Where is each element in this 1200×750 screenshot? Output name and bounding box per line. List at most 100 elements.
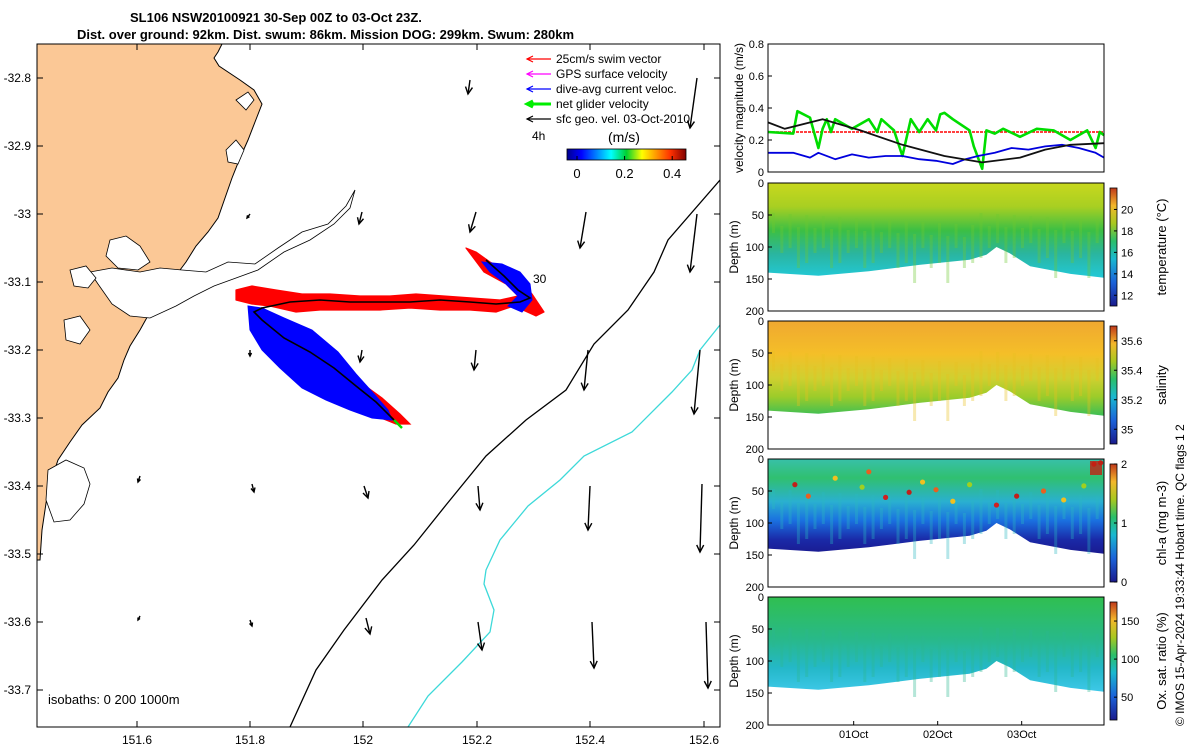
section-colorbar-tick-label: 20 <box>1121 204 1133 216</box>
section-texture <box>1095 358 1099 381</box>
geo-arrow-shaft <box>477 485 481 511</box>
section-texture <box>871 219 875 263</box>
geo-arrow-head <box>246 215 250 220</box>
section-ytick-label: 100 <box>746 656 764 668</box>
section-texture <box>846 230 850 253</box>
section-texture <box>921 360 925 386</box>
section-texture <box>821 354 825 386</box>
section-texture <box>888 220 892 248</box>
geo-arrow-shaft <box>689 77 698 129</box>
section-texture <box>904 497 908 539</box>
geo-velocity-arrow <box>580 349 589 392</box>
estuary-lake <box>225 139 245 165</box>
section-texture <box>846 644 850 667</box>
geo-arrow-head <box>696 544 705 554</box>
geo-velocity-arrow <box>475 485 484 512</box>
section-texture <box>1012 353 1016 396</box>
map-colorbar-tick-label: 0.4 <box>663 166 681 181</box>
section-texture <box>788 214 792 248</box>
track-blue-north-leg <box>480 261 533 313</box>
section-colorbar-tick-label: 2 <box>1121 459 1127 471</box>
section-texture <box>904 635 908 677</box>
section-texture <box>913 372 917 421</box>
section-texture <box>780 226 784 253</box>
section-texture <box>1062 494 1066 519</box>
section-texture <box>1079 633 1083 672</box>
map-lon-tick-label: 152.2 <box>462 733 492 747</box>
map-lon-tick-label: 152 <box>353 733 373 747</box>
section-colorbar-tick-label: 35.2 <box>1121 395 1142 407</box>
chl-sample-dot <box>805 493 811 499</box>
section-colorbar-label: temperature (°C) <box>1154 199 1169 296</box>
section-texture <box>1087 508 1091 554</box>
section-texture <box>904 359 908 401</box>
section-colorbar-tick-label: 150 <box>1121 616 1139 628</box>
map-colorbar-ticks: 0 0.2 0.4 <box>573 156 681 181</box>
section-texture <box>1029 354 1033 381</box>
geo-velocity-arrows <box>136 77 712 690</box>
track-label: 30 <box>533 272 547 286</box>
section-ytick-label: 150 <box>746 412 764 424</box>
section-texture <box>813 642 817 667</box>
section-texture <box>871 495 875 539</box>
section-data-field <box>768 597 1104 692</box>
section-ytick-label: 100 <box>746 242 764 254</box>
geo-arrow-head <box>690 406 699 416</box>
section-texture <box>805 215 809 263</box>
section-texture <box>996 628 1000 657</box>
section-panel: 0 50 100 150 200 Depth (m) 35 35.2 35.4 35.6 salin… <box>727 316 1169 456</box>
velocity-series-line <box>767 118 1105 164</box>
chl-sample-dot <box>1061 497 1067 503</box>
section-texture <box>879 232 883 253</box>
section-ytick-label: 50 <box>752 624 764 636</box>
section-texture <box>913 234 917 283</box>
section-colorbar-tick-label: 35.4 <box>1121 365 1142 377</box>
section-texture <box>805 491 809 539</box>
section-texture <box>863 231 867 268</box>
section-texture <box>938 637 941 677</box>
map-lon-tick-label: 151.6 <box>122 733 152 747</box>
section-texture <box>946 650 950 697</box>
section-ylabel: Depth (m) <box>727 220 741 273</box>
chl-sample-dot <box>792 482 798 488</box>
section-texture <box>1037 505 1041 539</box>
legend-swatch-head <box>525 115 534 123</box>
section-texture <box>1029 492 1033 519</box>
section-texture <box>962 237 966 268</box>
section-texture <box>979 627 983 672</box>
section-colorbar <box>1109 601 1118 721</box>
geo-arrow-head <box>703 680 712 690</box>
section-texture <box>830 505 834 544</box>
geo-arrow-shaft <box>583 349 589 391</box>
geo-velocity-arrow <box>690 349 701 416</box>
section-texture <box>780 640 784 667</box>
geo-arrow-head <box>137 617 141 622</box>
geo-velocity-arrow <box>577 211 587 250</box>
section-colorbar <box>1109 325 1118 445</box>
geo-arrow-shaft <box>591 621 595 669</box>
section-texture <box>788 628 792 662</box>
estuary-lake <box>89 189 356 319</box>
section-colorbar-tick-label: 50 <box>1121 692 1133 704</box>
section-colorbar-tick-label: 12 <box>1121 290 1133 302</box>
geo-velocity-arrow <box>136 475 141 484</box>
section-texture <box>896 233 900 268</box>
isobath-200m <box>289 179 720 727</box>
section-texture <box>1004 227 1008 263</box>
section-texture <box>1021 366 1024 386</box>
track-red-swim-vectors <box>235 247 545 317</box>
section-ytick-label: 200 <box>746 720 764 732</box>
geo-arrow-head <box>470 362 479 372</box>
chl-sample-dot <box>967 482 973 488</box>
section-texture <box>830 229 834 268</box>
section-texture <box>1045 631 1049 672</box>
section-texture <box>796 227 800 268</box>
colorbar-label: (m/s) <box>608 129 640 145</box>
section-texture <box>987 502 991 524</box>
geo-velocity-arrow <box>470 349 479 372</box>
section-colorbar-tick-label: 35 <box>1121 424 1133 436</box>
geo-arrow-head <box>580 382 589 392</box>
